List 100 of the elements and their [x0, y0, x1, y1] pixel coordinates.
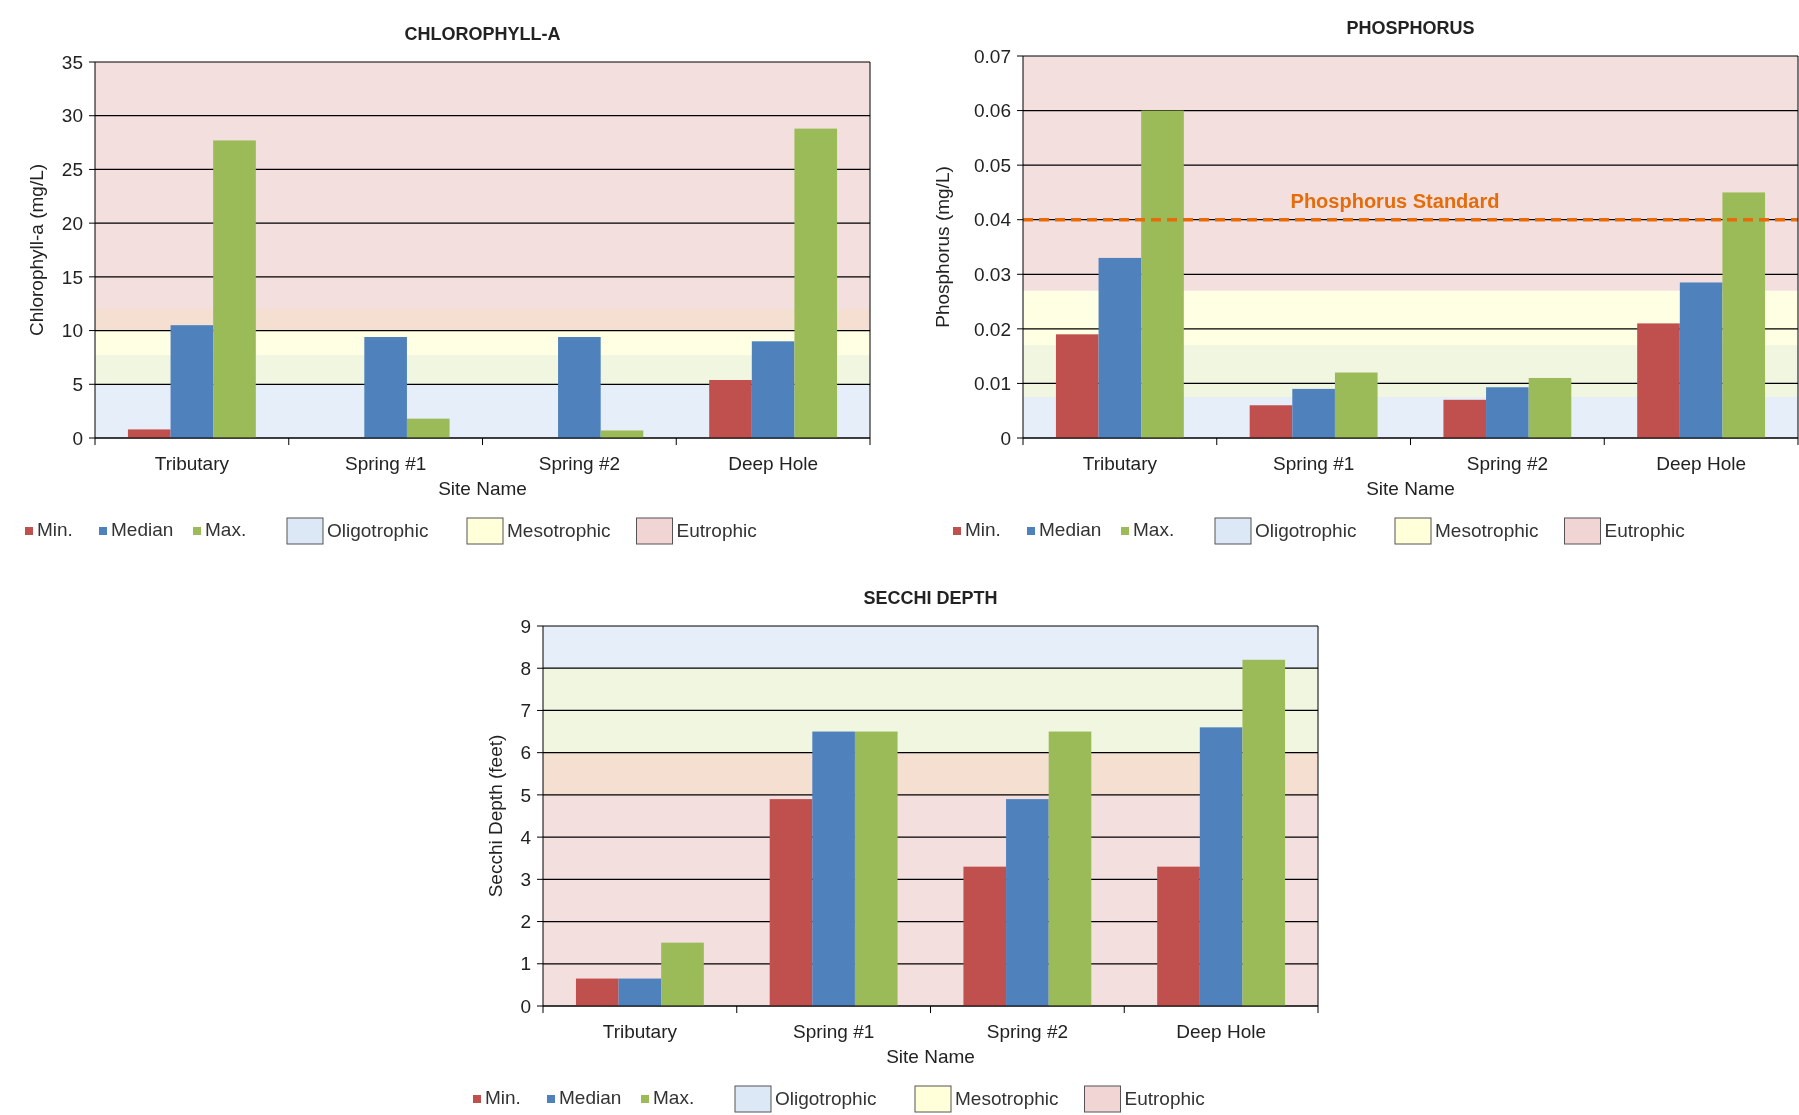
- y-tick-label: 20: [61, 212, 83, 234]
- bar: [751, 341, 795, 438]
- bar: [1679, 282, 1723, 438]
- bar: [1098, 257, 1142, 438]
- bar: [661, 942, 704, 1006]
- y-tick-label: 5: [520, 784, 531, 806]
- y-tick-label: 0.05: [974, 154, 1011, 176]
- y-tick-label: 9: [520, 615, 531, 637]
- bar: [1334, 372, 1378, 438]
- chart-title: PHOSPHORUS: [1346, 18, 1475, 38]
- bar: [812, 731, 855, 1006]
- chart-title: CHLOROPHYLL-A: [404, 24, 561, 44]
- bar: [1048, 731, 1092, 1006]
- legend-label: Oligotrophic: [327, 520, 429, 541]
- legend-label: Mesotrophic: [507, 520, 611, 541]
- y-tick-label: 4: [520, 826, 532, 848]
- y-tick-label: 10: [61, 320, 83, 342]
- bar: [1249, 405, 1293, 438]
- legend-label: Mesotrophic: [955, 1088, 1059, 1109]
- x-tick-label: Spring #1: [1272, 453, 1355, 474]
- bar: [1199, 727, 1243, 1006]
- bar: [1528, 377, 1572, 438]
- y-tick-label: 2: [520, 911, 531, 933]
- y-tick-label: 0.02: [974, 318, 1011, 340]
- x-axis-title: Site Name: [438, 478, 527, 499]
- y-tick-label: 7: [520, 700, 531, 722]
- x-tick-label: Tributary: [154, 453, 230, 474]
- legend-label: Max.: [653, 1087, 695, 1108]
- y-tick-label: 0.04: [974, 209, 1012, 231]
- legend-label: Oligotrophic: [775, 1088, 877, 1109]
- y-tick-label: 0.06: [974, 100, 1011, 122]
- y-tick-label: 3: [520, 868, 531, 890]
- x-tick-label: Deep Hole: [1176, 1021, 1267, 1042]
- y-tick-label: 0.03: [974, 263, 1011, 285]
- bar: [854, 731, 898, 1006]
- chart-title: SECCHI DEPTH: [863, 588, 998, 608]
- y-tick-label: 0: [1000, 427, 1011, 449]
- bar: [1242, 659, 1286, 1006]
- x-tick-label: Spring #1: [344, 453, 427, 474]
- bar: [963, 866, 1007, 1006]
- ref-line-label: Phosphorus Standard: [1290, 189, 1500, 212]
- x-tick-label: Tributary: [602, 1021, 678, 1042]
- bar: [406, 418, 450, 438]
- bar: [618, 978, 662, 1006]
- bar: [1486, 387, 1529, 438]
- x-tick-label: Spring #1: [792, 1021, 875, 1042]
- legend-label: Eutrophic: [1604, 520, 1685, 541]
- x-tick-label: Spring #2: [538, 453, 621, 474]
- x-tick-label: Spring #2: [986, 1021, 1069, 1042]
- bar: [364, 337, 407, 438]
- y-tick-label: 15: [61, 266, 83, 288]
- bar: [1292, 388, 1335, 438]
- x-axis-title: Site Name: [886, 1046, 975, 1067]
- legend-label: Min.: [37, 519, 73, 540]
- bar: [127, 429, 171, 438]
- y-tick-label: 6: [520, 742, 531, 764]
- bar: [1443, 399, 1487, 438]
- legend-label: Mesotrophic: [1435, 520, 1539, 541]
- bar: [709, 379, 752, 438]
- y-tick-label: 0: [72, 427, 83, 449]
- y-axis-title: Phosphorus (mg/L): [932, 166, 953, 328]
- bar: [170, 325, 214, 438]
- legend-label: Max.: [205, 519, 247, 540]
- y-tick-label: 35: [61, 51, 83, 73]
- y-tick-label: 1: [520, 953, 531, 975]
- x-tick-label: Tributary: [1082, 453, 1158, 474]
- bar: [1637, 323, 1680, 438]
- legend-label: Median: [111, 519, 174, 540]
- bar: [213, 140, 256, 438]
- legend-label: Eutrophic: [1124, 1088, 1205, 1109]
- bar: [1157, 866, 1200, 1006]
- x-tick-label: Spring #2: [1466, 453, 1549, 474]
- y-tick-label: 25: [61, 159, 83, 181]
- legend-label: Oligotrophic: [1255, 520, 1357, 541]
- x-axis-title: Site Name: [1366, 478, 1455, 499]
- legend-label: Eutrophic: [676, 520, 757, 541]
- y-axis-title: Chlorophyll-a (mg/L): [26, 163, 47, 337]
- x-tick-label: Deep Hole: [1656, 453, 1747, 474]
- bar: [1722, 192, 1766, 438]
- legend-label: Min.: [965, 519, 1001, 540]
- bar: [1006, 799, 1049, 1006]
- x-tick-label: Deep Hole: [728, 453, 819, 474]
- bar: [769, 799, 813, 1006]
- y-tick-label: 0.07: [974, 45, 1011, 67]
- y-tick-label: 30: [61, 105, 83, 127]
- legend-label: Median: [1039, 519, 1102, 540]
- legend-label: Min.: [485, 1087, 521, 1108]
- legend-label: Median: [559, 1087, 622, 1108]
- bar: [558, 337, 601, 438]
- y-tick-label: 5: [72, 373, 83, 395]
- bar: [1055, 334, 1099, 438]
- bar: [794, 128, 838, 438]
- legend-label: Max.: [1133, 519, 1175, 540]
- y-axis-title: Secchi Depth (feet): [485, 734, 506, 898]
- bar: [575, 978, 619, 1006]
- bar: [1141, 110, 1184, 438]
- y-tick-label: 0.01: [974, 373, 1011, 395]
- bar: [600, 430, 644, 438]
- y-tick-label: 8: [520, 657, 531, 679]
- y-tick-label: 0: [520, 995, 531, 1017]
